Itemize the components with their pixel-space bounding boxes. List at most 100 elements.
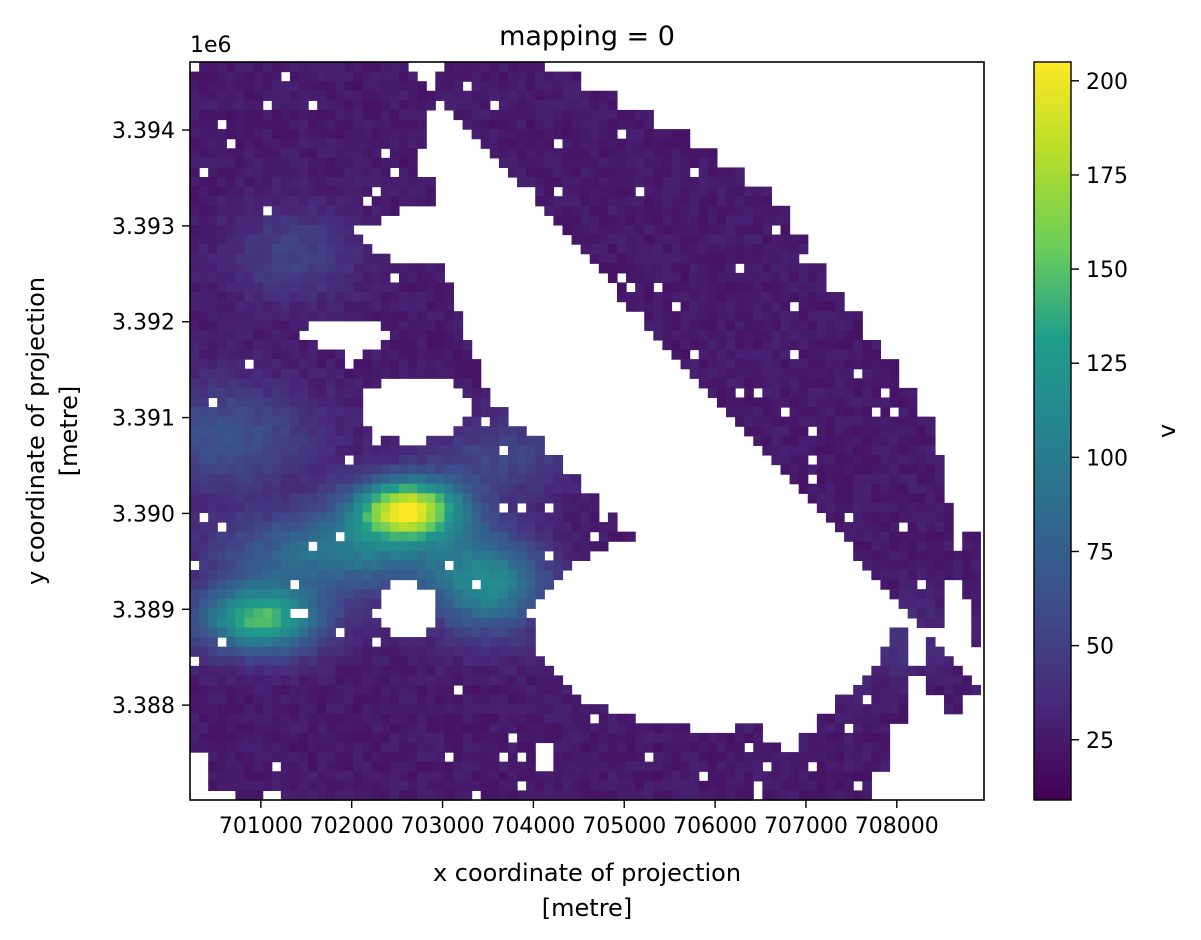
heatmap-cell	[680, 790, 691, 801]
heatmap-cell	[289, 138, 300, 149]
heatmap-cell	[853, 339, 863, 351]
heatmap-cell	[380, 675, 391, 686]
heatmap-cell	[662, 292, 673, 303]
heatmap-cell	[762, 263, 773, 274]
heatmap-cell	[226, 608, 237, 619]
heatmap-cell	[335, 100, 346, 111]
heatmap-cell	[371, 752, 382, 763]
heatmap-cell	[417, 138, 427, 149]
heatmap-cell	[362, 474, 373, 485]
heatmap-cell	[389, 435, 400, 446]
heatmap-cell	[308, 665, 318, 676]
heatmap-cell	[398, 167, 409, 178]
heatmap-cell	[880, 723, 891, 734]
heatmap-cell	[317, 522, 327, 533]
heatmap-cell	[317, 550, 327, 561]
heatmap-cell	[226, 512, 237, 523]
heatmap-cell	[353, 62, 364, 73]
heatmap-cell	[417, 445, 427, 456]
heatmap-cell	[635, 157, 645, 169]
heatmap-cell	[471, 397, 482, 408]
heatmap-cell	[344, 157, 355, 169]
heatmap-cell	[335, 742, 346, 753]
heatmap-cell	[362, 138, 373, 149]
heatmap-cell	[844, 464, 854, 475]
heatmap-cell	[208, 579, 218, 590]
heatmap-cell	[762, 416, 773, 427]
heatmap-cell	[898, 704, 909, 715]
heatmap-cell	[426, 694, 436, 705]
heatmap-cell	[589, 790, 600, 801]
heatmap-cell	[244, 292, 255, 303]
heatmap-cell	[498, 579, 509, 590]
heatmap-cell	[562, 723, 573, 734]
heatmap-cell	[317, 637, 327, 648]
heatmap-cell	[780, 234, 791, 245]
heatmap-cell	[208, 723, 218, 734]
heatmap-cell	[362, 771, 373, 782]
heatmap-cell	[835, 474, 845, 485]
heatmap-cell	[253, 196, 264, 207]
heatmap-cell	[462, 378, 473, 389]
heatmap-cell	[453, 656, 464, 667]
heatmap-cell	[971, 598, 981, 609]
heatmap-cell	[771, 407, 782, 418]
heatmap-cell	[680, 129, 691, 140]
heatmap-cell	[308, 656, 318, 667]
heatmap-cell	[953, 704, 963, 715]
heatmap-cell	[417, 637, 427, 648]
heatmap-cell	[262, 119, 273, 130]
heatmap-cell	[380, 665, 391, 676]
heatmap-cell	[762, 272, 773, 284]
heatmap-cell	[835, 512, 845, 523]
heatmap-cell	[253, 177, 264, 188]
heatmap-cell	[889, 454, 900, 466]
heatmap-cell	[253, 569, 264, 581]
heatmap-cell	[435, 723, 445, 734]
heatmap-cell	[417, 90, 427, 101]
heatmap-cell	[616, 282, 627, 293]
heatmap-cell	[635, 177, 645, 188]
heatmap-cell	[199, 502, 209, 514]
heatmap-cell	[380, 339, 391, 351]
heatmap-cell	[635, 263, 645, 274]
heatmap-cell	[480, 138, 491, 149]
heatmap-cell	[271, 119, 282, 130]
heatmap-cell	[398, 502, 409, 514]
heatmap-cell	[489, 550, 500, 561]
heatmap-cell	[217, 62, 227, 73]
heatmap-cell	[208, 675, 218, 686]
heatmap-cell	[889, 464, 900, 475]
heatmap-cell	[626, 272, 636, 284]
heatmap-cell	[553, 560, 564, 571]
heatmap-cell	[535, 71, 545, 82]
heatmap-cell	[753, 339, 763, 351]
heatmap-cell	[362, 205, 373, 216]
heatmap-cell	[944, 502, 954, 514]
heatmap-cell	[462, 435, 473, 446]
heatmap-cell	[408, 71, 418, 82]
heatmap-cell	[299, 694, 309, 705]
heatmap-cell	[235, 665, 246, 676]
heatmap-cell	[562, 483, 573, 494]
heatmap-cell	[253, 560, 264, 571]
heatmap-cell	[344, 464, 355, 475]
heatmap-cell	[280, 205, 291, 216]
heatmap-cell	[589, 742, 600, 753]
heatmap-cell	[289, 560, 300, 571]
heatmap-cell	[262, 339, 273, 351]
heatmap-cell	[271, 359, 282, 370]
heatmap-cell	[898, 493, 909, 504]
heatmap-cell	[825, 368, 836, 379]
heatmap-cell	[326, 62, 336, 73]
heatmap-cell	[280, 502, 291, 514]
heatmap-cell	[280, 637, 291, 648]
heatmap-cell	[335, 483, 346, 494]
heatmap-cell	[389, 502, 400, 514]
heatmap-cell	[335, 771, 346, 782]
heatmap-cell	[780, 224, 791, 236]
heatmap-cell	[271, 368, 282, 379]
heatmap-cell	[844, 397, 854, 408]
heatmap-cell	[626, 167, 636, 178]
heatmap-cell	[480, 608, 491, 619]
